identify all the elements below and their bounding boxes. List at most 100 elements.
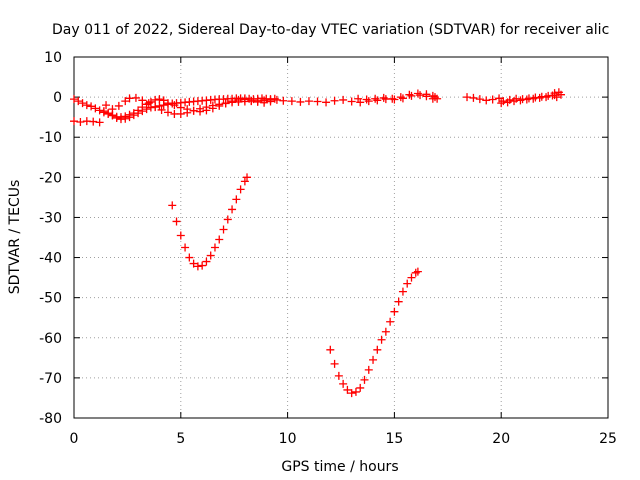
data-point-0-185 xyxy=(223,215,232,224)
x-tick-label-4: 20 xyxy=(492,431,510,447)
data-point-0-202 xyxy=(373,345,382,354)
data-point-0-183 xyxy=(215,235,224,244)
x-tick-label-5: 25 xyxy=(599,431,617,447)
data-point-0-205 xyxy=(386,317,395,326)
data-point-0-191 xyxy=(326,345,335,354)
y-tick-label-8: -70 xyxy=(39,371,62,387)
x-tick-label-3: 15 xyxy=(385,431,403,447)
data-point-0-184 xyxy=(219,225,228,234)
data-point-0-23 xyxy=(76,117,85,126)
data-point-0-99 xyxy=(189,106,198,115)
data-point-0-70 xyxy=(114,101,123,110)
data-point-0-211 xyxy=(411,268,420,277)
data-point-0-28 xyxy=(104,109,113,118)
data-point-0-166 xyxy=(535,93,544,102)
data-point-0-115 xyxy=(296,97,305,106)
y-axis-label: SDTVAR / TECUs xyxy=(7,180,23,295)
y-tick-label-9: -80 xyxy=(39,411,62,427)
data-point-0-197 xyxy=(351,387,360,396)
data-point-0-145 xyxy=(469,93,478,102)
data-point-0-207 xyxy=(394,297,403,306)
data-point-0-77 xyxy=(157,105,166,114)
data-point-0-101 xyxy=(202,106,211,115)
data-point-0-180 xyxy=(202,257,211,266)
data-point-0-169 xyxy=(554,88,563,97)
data-point-0-107 xyxy=(240,95,249,104)
data-point-0-103 xyxy=(215,101,224,110)
data-point-0-148 xyxy=(488,95,497,104)
data-point-0-127 xyxy=(398,94,407,103)
data-points xyxy=(70,88,566,398)
data-point-0-195 xyxy=(343,385,352,394)
data-point-0-147 xyxy=(482,96,491,105)
data-point-0-34 xyxy=(129,111,138,120)
data-point-0-68 xyxy=(102,101,111,110)
data-point-0-193 xyxy=(334,371,343,380)
data-point-0-186 xyxy=(228,205,237,214)
data-point-0-71 xyxy=(121,97,130,106)
y-tick-label-2: -10 xyxy=(39,130,62,146)
data-point-0-98 xyxy=(183,105,192,114)
data-point-0-146 xyxy=(475,95,484,104)
y-tick-label-4: -30 xyxy=(39,210,62,226)
data-point-0-212 xyxy=(413,267,422,276)
data-point-0-181 xyxy=(206,251,215,260)
data-point-0-170 xyxy=(550,89,559,98)
data-point-0-201 xyxy=(369,355,378,364)
grid-lines xyxy=(74,57,608,418)
data-point-0-22 xyxy=(70,117,78,126)
data-point-0-208 xyxy=(398,287,407,296)
data-point-0-176 xyxy=(185,253,194,262)
data-point-0-109 xyxy=(253,97,262,106)
data-point-0-206 xyxy=(390,307,399,316)
data-point-0-117 xyxy=(313,97,322,106)
data-point-0-164 xyxy=(522,95,531,104)
data-point-0-190 xyxy=(243,173,252,182)
data-point-0-97 xyxy=(176,103,185,112)
data-point-0-139 xyxy=(413,89,422,98)
data-point-0-135 xyxy=(379,93,388,102)
data-point-0-108 xyxy=(247,96,256,105)
data-point-0-200 xyxy=(364,365,373,374)
data-point-0-179 xyxy=(198,261,207,270)
data-point-0-196 xyxy=(347,389,356,398)
data-point-0-4 xyxy=(87,102,96,111)
data-point-0-26 xyxy=(95,118,104,127)
data-point-0-74 xyxy=(138,96,147,105)
data-point-0-198 xyxy=(356,383,365,392)
data-point-0-160 xyxy=(497,99,506,108)
data-point-0-136 xyxy=(388,94,397,103)
y-tick-label-0: 10 xyxy=(44,50,62,66)
data-point-0-120 xyxy=(339,95,348,104)
data-point-0-116 xyxy=(304,97,313,106)
data-point-0-137 xyxy=(396,93,405,102)
data-point-0-119 xyxy=(330,96,339,105)
data-point-0-110 xyxy=(260,98,269,107)
data-point-0-19 xyxy=(151,95,160,104)
data-point-0-203 xyxy=(377,335,386,344)
data-point-0-177 xyxy=(189,259,198,268)
x-tick-label-0: 0 xyxy=(70,431,79,447)
data-point-0-141 xyxy=(430,93,439,102)
data-point-0-32 xyxy=(121,114,130,123)
data-point-0-172 xyxy=(168,201,177,210)
data-point-0-102 xyxy=(208,104,217,113)
data-point-0-20 xyxy=(155,95,164,104)
data-point-0-162 xyxy=(510,97,519,106)
chart-title: Day 011 of 2022, Sidereal Day-to-day VTE… xyxy=(52,22,609,38)
data-point-0-78 xyxy=(163,108,172,117)
data-point-0-149 xyxy=(495,94,504,103)
data-point-0-138 xyxy=(405,90,414,99)
data-point-0-104 xyxy=(221,99,230,108)
data-point-0-140 xyxy=(422,90,431,99)
y-tick-label-5: -40 xyxy=(39,251,62,267)
data-point-0-173 xyxy=(172,217,181,226)
data-point-0-36 xyxy=(138,107,147,116)
data-point-0-6 xyxy=(95,106,104,115)
x-axis-label: GPS time / hours xyxy=(281,459,398,475)
data-point-0-167 xyxy=(542,93,551,102)
data-point-0-129 xyxy=(416,91,425,100)
data-point-0-114 xyxy=(287,97,296,106)
data-point-0-41 xyxy=(159,101,168,110)
